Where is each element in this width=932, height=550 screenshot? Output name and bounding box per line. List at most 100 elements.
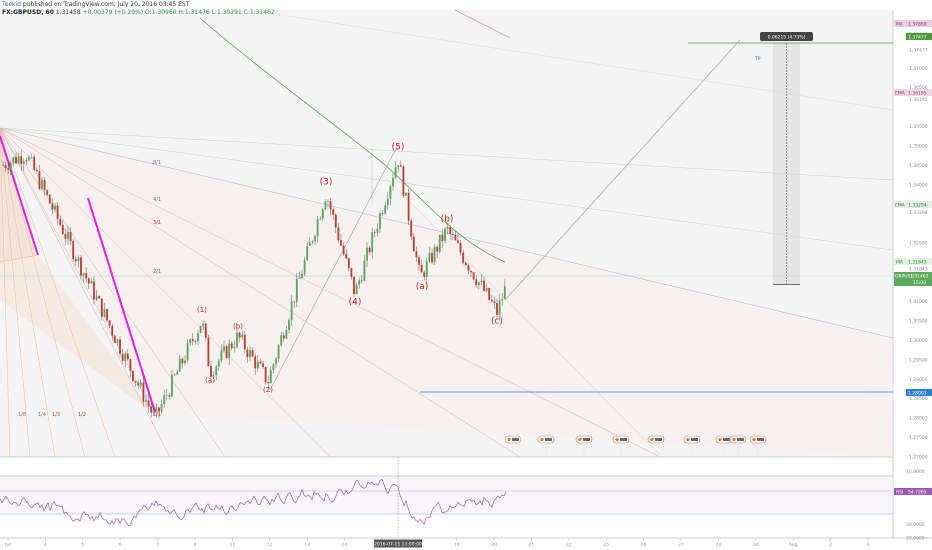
- last-close: 1.31458: [55, 9, 81, 16]
- candle-body: [397, 165, 400, 168]
- candle-body: [142, 382, 145, 402]
- ema-top-value: 1.36195: [908, 91, 927, 97]
- rsi-band: [0, 476, 893, 514]
- rsi-tick: 70.0000: [906, 469, 925, 475]
- candle-body: [30, 156, 33, 158]
- candle-body: [373, 232, 376, 233]
- candle-body: [444, 228, 446, 242]
- price-tick: 1.29000: [909, 377, 928, 383]
- candle-body: [293, 301, 296, 303]
- price-tick: 1.30500: [909, 318, 928, 324]
- rsi-axis: 70.0000 30.0000 20.0000: [906, 469, 925, 542]
- publisher-name[interactable]: Teekid: [2, 1, 21, 8]
- candle-body: [436, 246, 439, 252]
- candlestick-series[interactable]: [2, 149, 506, 419]
- time-tick: 20: [491, 542, 497, 548]
- candle-body: [314, 236, 316, 242]
- candle-body: [267, 382, 270, 384]
- candle-body: [17, 156, 20, 164]
- candle-body: [324, 201, 327, 210]
- candle-body: [87, 278, 90, 284]
- candle-body: [350, 268, 353, 277]
- time-tick: 11: [229, 542, 235, 548]
- candle-body: [345, 254, 348, 259]
- candle-body: [342, 245, 345, 255]
- candle-body: [67, 231, 69, 239]
- price-tick: 1.31000: [909, 299, 928, 305]
- candle-body: [90, 281, 93, 284]
- time-tick: 25: [603, 542, 609, 548]
- candle-body: [85, 273, 88, 279]
- candle-body: [405, 192, 407, 196]
- candle-body: [181, 358, 184, 364]
- candle-body: [446, 227, 449, 229]
- candle-body: [77, 257, 80, 262]
- candle-body: [272, 364, 275, 371]
- rsi-line: [0, 478, 507, 526]
- measure-label: 0.06215 (4.73%): [768, 35, 806, 41]
- price-tick: 1.28500: [909, 396, 928, 402]
- candle-body: [103, 309, 106, 317]
- crosshair-time-bg: [374, 539, 422, 548]
- candle-body: [217, 360, 220, 367]
- time-tick: Jul: [4, 542, 10, 548]
- price-badge-name: GBPUSD: [895, 274, 914, 280]
- candle-body: [184, 360, 186, 364]
- candle-body: [25, 160, 28, 162]
- candle-body: [72, 241, 75, 260]
- candle-body: [7, 168, 10, 170]
- candle-body: [38, 171, 41, 189]
- time-tick: 4: [44, 542, 47, 548]
- candle-body: [202, 323, 205, 327]
- candle-body: [441, 234, 444, 242]
- wave-label: (1): [197, 306, 207, 314]
- ma-mid-value: 1.31843: [908, 260, 927, 266]
- candle-body: [376, 228, 379, 233]
- candle-body: [35, 169, 38, 172]
- candle-body: [241, 334, 244, 338]
- candle-body: [126, 353, 129, 360]
- candle-body: [171, 374, 173, 397]
- candle-body: [197, 332, 199, 342]
- time-tick: 28: [716, 542, 722, 548]
- candle-body: [420, 264, 423, 273]
- time-tick: 21: [529, 542, 535, 548]
- candle-body: [451, 233, 454, 235]
- fan-label-1-1: 1/1: [153, 412, 161, 418]
- candle-body: [74, 259, 77, 262]
- economic-events[interactable]: [504, 435, 767, 457]
- candle-body: [59, 218, 62, 225]
- candle-body: [111, 325, 114, 336]
- candle-body: [137, 382, 140, 386]
- wave-label: (5): [392, 143, 405, 153]
- symbol-title[interactable]: FX:GBPUSD, 60: [2, 9, 54, 16]
- candle-body: [431, 253, 433, 263]
- candle-body: [467, 265, 470, 271]
- candle-body: [41, 179, 43, 189]
- rsi-tick: 20.0000: [906, 536, 925, 542]
- candle-body: [199, 326, 202, 333]
- candle-body: [371, 232, 374, 253]
- published-text: published on TradingView.com, July 20, 2…: [22, 1, 190, 8]
- time-tick: 13: [304, 542, 310, 548]
- candle-body: [332, 209, 335, 215]
- fan-label-1-3: 1/3: [52, 412, 60, 418]
- candle-body: [410, 220, 413, 237]
- impulse-line-1: [0, 135, 39, 256]
- time-tick: 26: [641, 542, 647, 548]
- fan-label-1-2: 1/2: [78, 412, 86, 418]
- time-tick: 2: [829, 542, 832, 548]
- candle-body: [124, 353, 127, 361]
- candle-body: [173, 374, 176, 376]
- candle-body: [108, 320, 111, 326]
- candle-body: [178, 358, 181, 372]
- candle-body: [160, 404, 163, 412]
- ma-top-value: 1.37869: [908, 22, 927, 28]
- price-tick: 1.34000: [909, 182, 928, 188]
- candle-body: [384, 205, 387, 214]
- candle-body: [425, 261, 428, 278]
- candle-body: [316, 219, 319, 237]
- candle-body: [223, 346, 225, 351]
- candle-body: [472, 272, 475, 280]
